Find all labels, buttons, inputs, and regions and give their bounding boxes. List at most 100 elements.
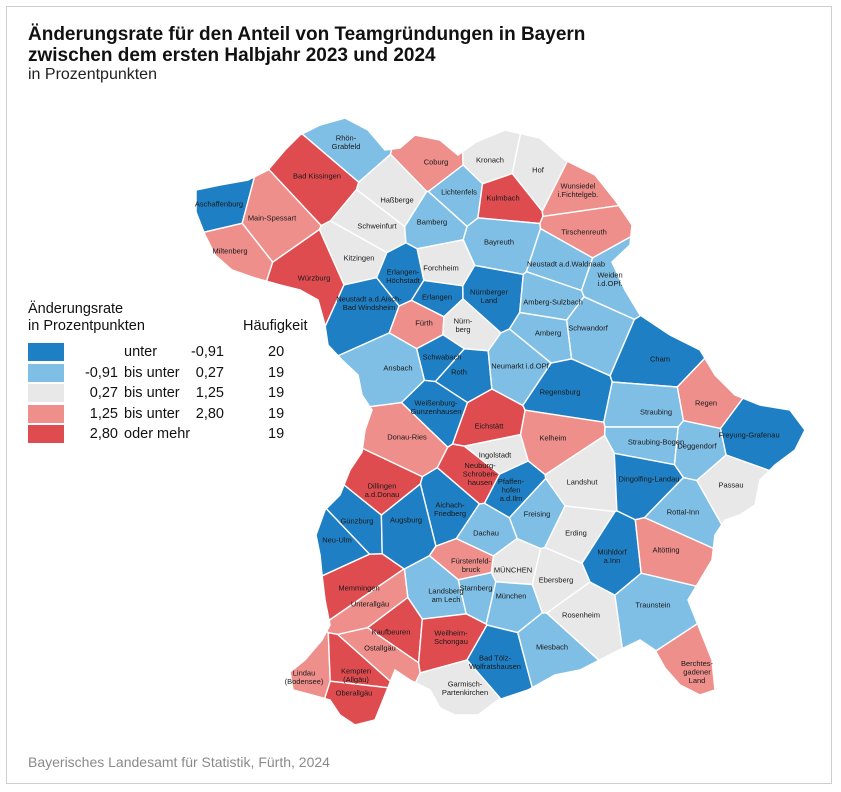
region-label: Freyung-Grafenau bbox=[718, 431, 779, 440]
region-label: Traunstein bbox=[635, 601, 670, 610]
region-label: Haßberge bbox=[380, 196, 413, 205]
region-label: Kronach bbox=[476, 156, 504, 165]
region-label: Cham bbox=[650, 355, 670, 364]
region-label: Nürnberger Land bbox=[470, 287, 508, 305]
region-label: Ebersberg bbox=[539, 576, 574, 585]
region-label: Garmisch-Partenkirchen bbox=[442, 679, 488, 697]
region-label: Fürstenfeld-bruck bbox=[451, 556, 492, 574]
region-label: Lindau (Bodensee) bbox=[285, 668, 324, 686]
region-label: Starnberg bbox=[460, 584, 493, 593]
legend-swatch bbox=[28, 404, 64, 423]
region-label: Pfaffen-hofen a.d.Ilm bbox=[498, 477, 525, 503]
legend-frequency: 20 bbox=[268, 344, 285, 360]
region-label: Eichstätt bbox=[475, 422, 505, 431]
region-label: Neumarkt i.d.OPf. bbox=[491, 362, 551, 371]
region-label: Dachau bbox=[473, 529, 499, 538]
region-label: Wunsiedel i.Fichtelgeb. bbox=[558, 181, 598, 199]
region-label: Roth bbox=[451, 368, 467, 377]
region-label: Rhön-Grabfeld bbox=[332, 133, 361, 151]
region-label: Bad Tölz-Wolfratshausen bbox=[469, 653, 521, 671]
legend-row: 2,80 oder mehr 19 bbox=[28, 425, 328, 445]
region-label: Tirschenreuth bbox=[561, 228, 607, 237]
region-label: Kaufbeuren bbox=[372, 628, 411, 637]
legend-range-text: unter bbox=[124, 344, 158, 360]
region-label: Kempten (Allgäu) bbox=[341, 666, 371, 684]
legend-title: Änderungsrate in Prozentpunkten bbox=[28, 301, 145, 334]
region-label: Schweinfurt bbox=[357, 222, 397, 231]
region-label: Schwandorf bbox=[568, 324, 609, 333]
legend-range-low: 0,27 bbox=[89, 385, 118, 401]
region-label: Weißenburg-Gunzenhausen bbox=[411, 398, 462, 416]
region-label: Straubing-Bogen bbox=[628, 438, 684, 447]
region-label: Amberg bbox=[535, 329, 561, 338]
region-label: Unterallgäu bbox=[351, 600, 389, 609]
region-area bbox=[603, 381, 685, 428]
region-label: Bad Kissingen bbox=[293, 172, 341, 181]
legend-swatch bbox=[28, 343, 64, 361]
region-label: Augsburg bbox=[390, 516, 422, 525]
legend-range-low: 1,25 bbox=[89, 405, 118, 422]
region-label: Bamberg bbox=[417, 218, 447, 227]
region-label: Aichach-Friedberg bbox=[434, 500, 466, 518]
legend-row: unter -0,91 20 bbox=[28, 343, 328, 363]
title-line-2: zwischen dem ersten Halbjahr 2023 und 20… bbox=[28, 45, 436, 66]
region-label: Weiden i.d.OPf. bbox=[597, 270, 622, 288]
region-label: MÜNCHEN bbox=[494, 566, 532, 575]
legend-range-text: bis unter bbox=[124, 385, 180, 401]
legend-range-low: 2,80 bbox=[89, 426, 118, 442]
legend-swatch bbox=[28, 384, 64, 402]
region-label: Erlangen bbox=[422, 293, 452, 302]
region-label: Bayreuth bbox=[484, 238, 514, 247]
labels-layer: Rhön-Grabfeld Bad Kissingen Coburg Kronach H… bbox=[195, 133, 780, 697]
region-label: Kitzingen bbox=[344, 254, 375, 263]
region-label: Main-Spessart bbox=[248, 214, 297, 223]
region-label: Neustadt a.d.Aisch-Bad Windsheim bbox=[336, 294, 402, 312]
region-label: Kulmbach bbox=[486, 194, 519, 203]
region-label: Dillingen a.d.Donau bbox=[365, 481, 400, 499]
region-label: Schwabach bbox=[423, 353, 462, 362]
legend-frequency: 19 bbox=[268, 385, 285, 401]
region-label: Hof bbox=[532, 166, 545, 175]
region-label: Straubing bbox=[640, 408, 672, 417]
region-label: Kelheim bbox=[539, 434, 566, 443]
region-label: Freising bbox=[524, 510, 551, 519]
legend-range-low: -0,91 bbox=[84, 364, 118, 381]
legend-range-text: oder mehr bbox=[124, 426, 191, 442]
region-label: Rottal-Inn bbox=[667, 508, 700, 517]
region-label: Dingolfing-Landau bbox=[619, 475, 680, 484]
region-label: Berchtes-gadener Land bbox=[681, 659, 714, 685]
region-label: Weilheim-Schongau bbox=[434, 628, 468, 646]
figure-frame bbox=[6, 6, 832, 784]
legend-swatch bbox=[28, 363, 64, 382]
region-label: Passau bbox=[718, 481, 743, 490]
legend-frequency: 19 bbox=[268, 426, 285, 442]
legend-row: 0,27 bis unter 1,25 19 bbox=[28, 384, 328, 404]
region-label: Mühldorf a.Inn bbox=[597, 547, 627, 565]
region-label: Landsberg am Lech bbox=[428, 586, 463, 604]
legend-row: -0,91 bis unter 0,27 19 bbox=[28, 363, 328, 384]
region-area bbox=[541, 118, 805, 218]
legend-range-high: -0,91 bbox=[190, 344, 224, 360]
legend-frequency: 19 bbox=[268, 405, 285, 422]
legend-frequency-header: Häufigkeit bbox=[243, 318, 308, 334]
region-label: Altötting bbox=[652, 546, 679, 555]
legend: Änderungsrate in Prozentpunkten Häufigke… bbox=[28, 301, 328, 443]
region-label: Ingolstadt bbox=[479, 451, 512, 460]
map-title: Änderungsrate für den Anteil von Teamgrü… bbox=[28, 24, 728, 66]
region-label: Neustadt a.d.Waldnaab bbox=[527, 260, 605, 269]
region-label: Ostallgäu bbox=[364, 644, 396, 653]
region-label: Nürn-berg bbox=[454, 316, 473, 334]
region-label: Ansbach bbox=[383, 364, 412, 373]
legend-row: 1,25 bis unter 2,80 19 bbox=[28, 404, 328, 425]
region-label: Günzburg bbox=[341, 517, 374, 526]
legend-range-text: bis unter bbox=[124, 364, 180, 381]
source-note: Bayerisches Landesamt für Statistik, Für… bbox=[28, 754, 330, 770]
region-label: Rosenheim bbox=[562, 611, 600, 620]
region-label: München bbox=[496, 592, 527, 601]
region-label: Würzburg bbox=[298, 274, 331, 283]
title-line-1: Änderungsrate für den Anteil von Teamgrü… bbox=[28, 24, 586, 45]
legend-range-high: 2,80 bbox=[195, 405, 224, 422]
region-label: Donau-Ries bbox=[387, 433, 427, 442]
state-border bbox=[195, 117, 806, 726]
